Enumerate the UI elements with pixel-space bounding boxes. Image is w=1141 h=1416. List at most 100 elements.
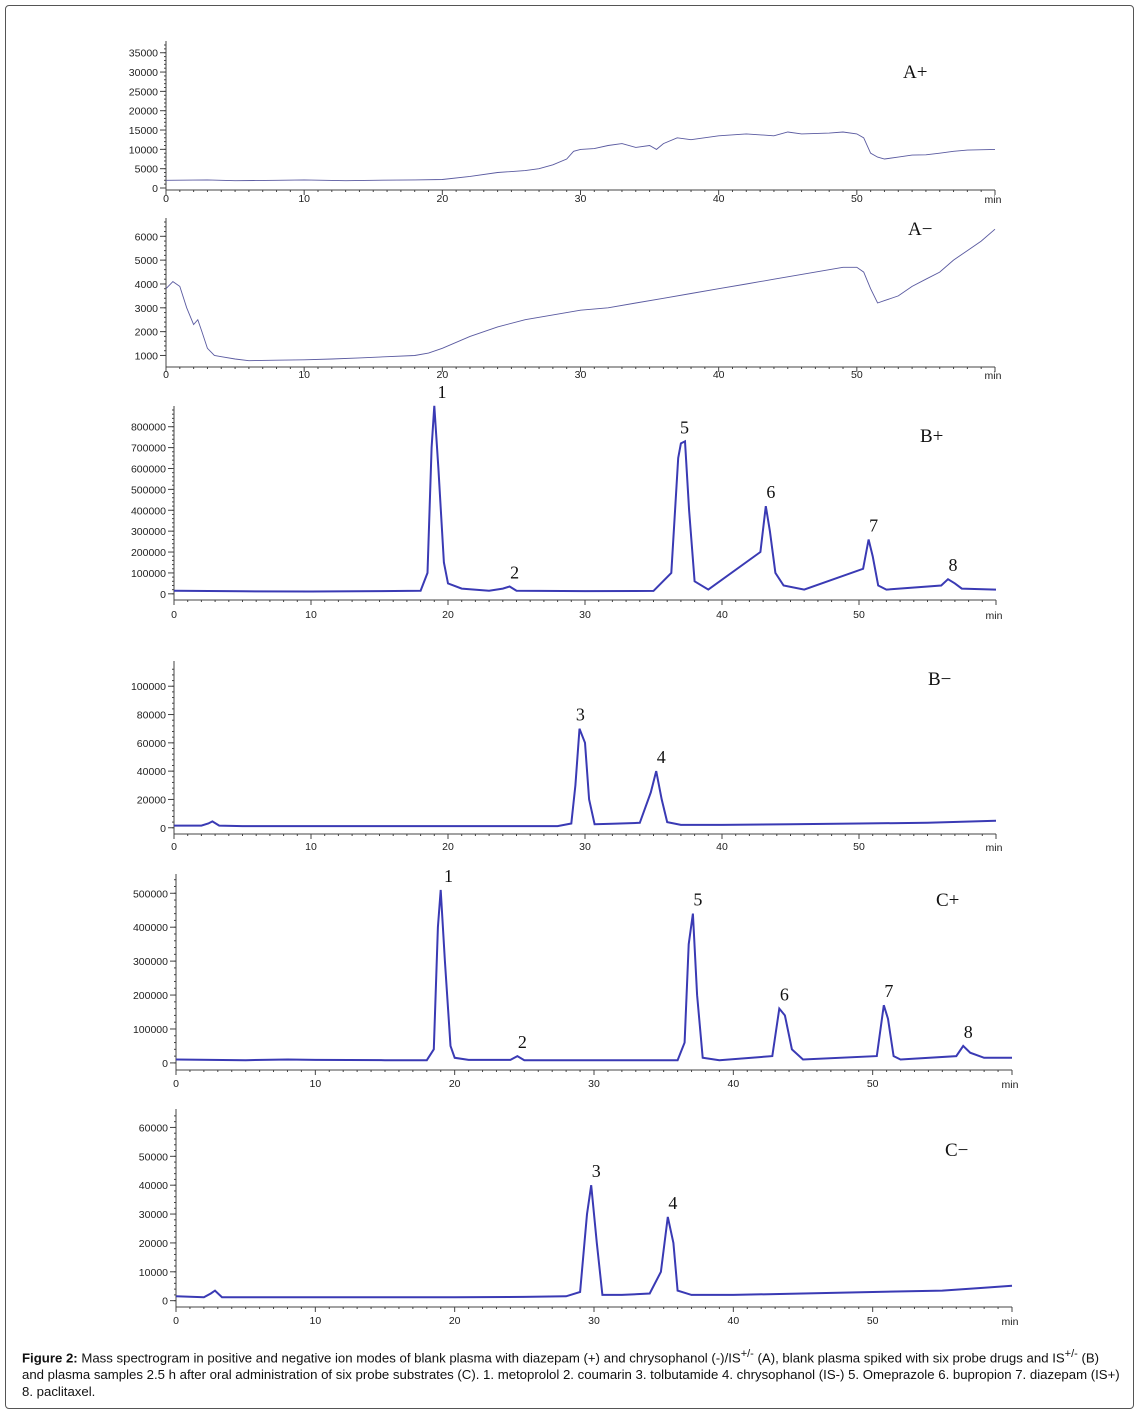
panel-Bminus-x-tick-label: 50 [853, 841, 865, 853]
panel-Aminus-trace [165, 228, 996, 362]
panel-Bminus-x-tick-label: 20 [442, 841, 454, 853]
panel-Bminus-trace [174, 728, 997, 828]
panel-Bminus-y-tick-label: 20000 [137, 794, 166, 806]
panel-Bminus-x-axis-label: min [986, 842, 1003, 854]
panel-Cminus-y-tick-label: 50000 [139, 1151, 168, 1163]
panel-Cplus-x-tick-label: 50 [867, 1078, 879, 1090]
panel-Cminus-y-tick-label: 40000 [139, 1180, 168, 1192]
caption-part3: (B) and plasma samples 2.5 h after oral … [22, 1350, 1120, 1400]
panel-Aminus-y-tick-label: 2000 [135, 327, 159, 339]
panel-Bplus-x-tick-label: 20 [442, 609, 454, 621]
panel-Cplus-y-tick-label: 100000 [133, 1024, 168, 1036]
panel-Aplus-trace [165, 131, 996, 182]
panel-Aplus-x-tick-label: 10 [298, 193, 310, 205]
panel-Cminus-x-axis-label: min [1002, 1316, 1019, 1328]
panel-Aminus-x-tick-label: 30 [575, 369, 587, 381]
panel-Bplus-trace [173, 405, 997, 593]
panel-Cplus-peak-label-5: 5 [693, 890, 702, 910]
caption-label: Figure 2: [22, 1350, 78, 1366]
panel-Bplus-y-tick-label: 400000 [131, 505, 166, 517]
panel-Aplus-y-tick-label: 20000 [129, 106, 158, 118]
panel-Aplus-y-tick-label: 10000 [129, 144, 158, 156]
panel-Cplus-peak-label-7: 7 [884, 981, 893, 1001]
panel-Bplus-peak-label-8: 8 [949, 555, 958, 575]
panel-Cminus-x-tick-label: 20 [449, 1315, 461, 1327]
panel-Aminus-y-tick-label: 6000 [135, 231, 159, 243]
figure-frame [5, 5, 1134, 1409]
panel-Bminus-y-tick-label: 80000 [137, 710, 166, 722]
panel-Bplus-x-axis-label: min [986, 610, 1003, 622]
panel-Cplus-peak-label-1: 1 [444, 866, 453, 886]
panel-Aplus-x-axis-label: min [985, 194, 1002, 206]
panel-Cplus-x-tick-label: 30 [588, 1078, 600, 1090]
panel-Cplus-y-tick-label: 400000 [133, 922, 168, 934]
caption-part2: (A), blank plasma spiked with six probe … [753, 1350, 1065, 1366]
panel-Aplus-x-tick-label: 20 [436, 193, 448, 205]
panel-Bplus-peak-label-7: 7 [869, 516, 878, 536]
panel-Cplus-y-tick-label: 500000 [133, 888, 168, 900]
panel-Cminus-y-tick-label: 20000 [139, 1238, 168, 1250]
panel-Bplus-x-tick-label: 30 [579, 609, 591, 621]
panel-Cminus-peak-label-4: 4 [668, 1193, 677, 1213]
panel-Bplus-y-tick-label: 200000 [131, 547, 166, 559]
panel-Cplus-peak-label-6: 6 [780, 985, 789, 1005]
panel-Cminus-y-tick-label: 30000 [139, 1209, 168, 1221]
caption-part1: Mass spectrogram in positive and negativ… [77, 1350, 741, 1366]
panel-Cplus-x-tick-label: 20 [449, 1078, 461, 1090]
panel-Bplus-y-tick-label: 600000 [131, 463, 166, 475]
panel-Bplus-y-tick-label: 700000 [131, 443, 166, 455]
panel-Aminus-x-tick-label: 50 [851, 369, 863, 381]
panel-Aplus-y-tick-label: 35000 [129, 48, 158, 60]
panel-Bplus-x-tick-label: 40 [716, 609, 728, 621]
panel-Bplus-y-tick-label: 300000 [131, 526, 166, 538]
panel-Aminus-y-tick-label: 4000 [135, 279, 159, 291]
panel-Bminus-x-tick-label: 30 [579, 841, 591, 853]
figure-caption: Figure 2: Mass spectrogram in positive a… [22, 1346, 1120, 1400]
panel-Cplus-y-tick-label: 0 [162, 1058, 168, 1070]
panel-Aminus-x-tick-label: 10 [298, 369, 310, 381]
panel-Bplus-x-tick-label: 10 [305, 609, 317, 621]
panel-Bplus-peak-label-5: 5 [680, 417, 689, 437]
panel-Bplus-y-tick-label: 800000 [131, 422, 166, 434]
panel-Bminus-y-tick-label: 40000 [137, 766, 166, 778]
panel-Aplus-label: A+ [903, 62, 927, 83]
panel-Bplus-y-tick-label: 0 [160, 589, 166, 601]
caption-sup2: +/- [1064, 1348, 1078, 1360]
panel-Aplus-x-tick-label: 0 [163, 193, 169, 205]
panel-Aminus-y-tick-label: 3000 [135, 303, 159, 315]
panel-Cminus-x-tick-label: 0 [173, 1315, 179, 1327]
panel-Bminus-y-tick-label: 60000 [137, 738, 166, 750]
panel-Bplus-peak-label-6: 6 [766, 482, 775, 502]
panel-Aplus-y-tick-label: 0 [152, 183, 158, 195]
panel-Cplus-trace [175, 889, 1012, 1062]
panel-Bplus-x-tick-label: 0 [171, 609, 177, 621]
panel-Cplus-peak-label-8: 8 [964, 1022, 973, 1042]
panel-Aplus-y-tick-label: 30000 [129, 67, 158, 79]
panel-Aplus-y-tick-label: 5000 [135, 164, 159, 176]
panel-Cminus-label: C− [945, 1140, 968, 1161]
panel-Cminus-y-tick-label: 60000 [139, 1122, 168, 1134]
panel-Cplus-x-tick-label: 10 [309, 1078, 321, 1090]
panel-Cminus-trace [175, 1185, 1013, 1299]
panel-Aminus-x-tick-label: 0 [163, 369, 169, 381]
panel-Aminus-y-tick-label: 5000 [135, 255, 159, 267]
panel-Cplus-y-tick-label: 200000 [133, 990, 168, 1002]
panel-Bminus-x-tick-label: 40 [716, 841, 728, 853]
panel-Bminus-y-tick-label: 100000 [131, 681, 166, 693]
panel-Cminus-peak-label-3: 3 [592, 1161, 601, 1181]
panel-Cminus-y-tick-label: 10000 [139, 1267, 168, 1279]
panel-Cplus-y-tick-label: 300000 [133, 956, 168, 968]
panel-Bplus-peak-label-2: 2 [510, 563, 519, 583]
panel-Aplus-x-tick-label: 30 [575, 193, 587, 205]
panel-Bplus-y-tick-label: 100000 [131, 568, 166, 580]
panel-Cminus-y-tick-label: 0 [162, 1296, 168, 1308]
panel-Aminus-y-tick-label: 1000 [135, 350, 159, 362]
panel-Cminus-x-tick-label: 50 [867, 1315, 879, 1327]
panel-Bminus-y-tick-label: 0 [160, 823, 166, 835]
panel-Cminus-x-tick-label: 30 [588, 1315, 600, 1327]
panel-Aplus-y-tick-label: 15000 [129, 125, 158, 137]
panel-Aplus-x-tick-label: 40 [713, 193, 725, 205]
panel-Cplus-x-tick-label: 0 [173, 1078, 179, 1090]
panel-Bplus-y-tick-label: 500000 [131, 484, 166, 496]
